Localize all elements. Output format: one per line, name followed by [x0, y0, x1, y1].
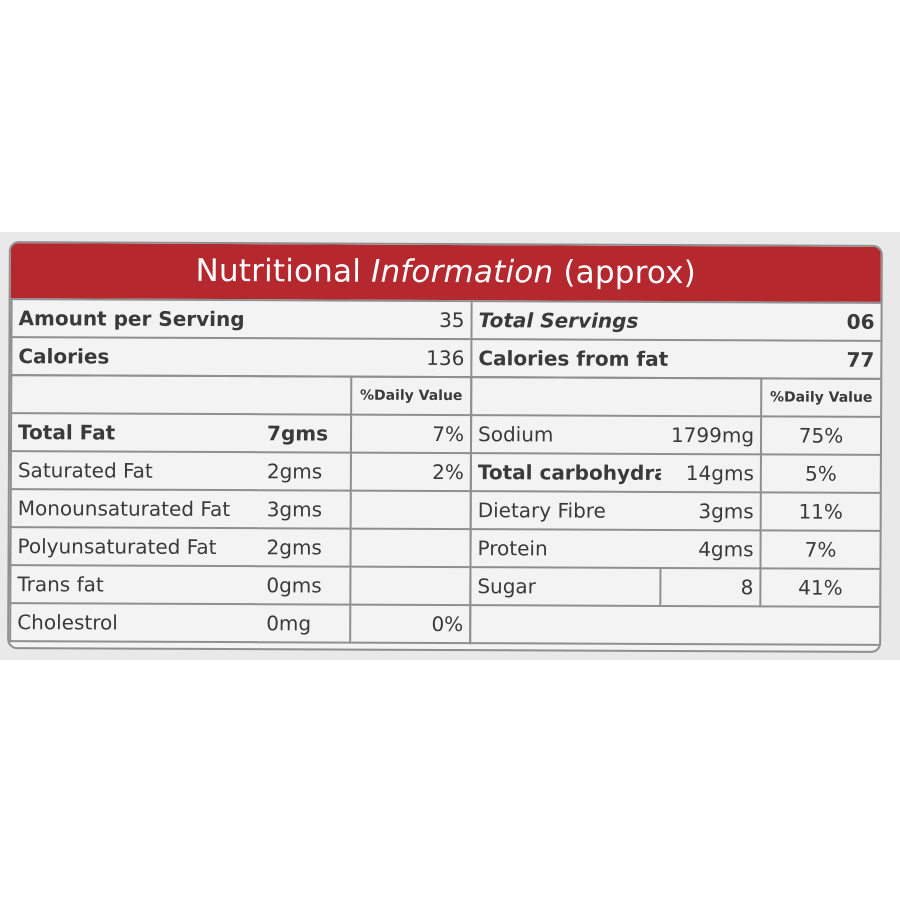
empty-row — [470, 605, 881, 645]
summary-row-calories: Calories 136 Calories from fat 77 — [11, 337, 882, 379]
right-header-row: %Daily Value — [471, 377, 882, 417]
nutrient-amount: 3gms — [260, 490, 351, 529]
nutrient-daily-value: 7% — [350, 414, 472, 454]
title-band: Nutritional Information (approx) — [10, 243, 881, 302]
left-header-blank — [11, 375, 352, 415]
calories-from-fat-value: 77 — [781, 340, 882, 379]
nutrient-amount: 3gms — [660, 491, 761, 531]
nutrient-amount: 14gms — [660, 453, 761, 493]
nutrient-row: Sugar 8 41% — [470, 567, 881, 607]
nutrient-daily-value: 5% — [760, 454, 881, 493]
nutrient-row: Trans fat 0gms — [10, 565, 471, 606]
nutrient-name: Dietary Fibre — [470, 491, 661, 530]
right-header-blank — [471, 377, 762, 417]
nutrient-name: Total Fat — [10, 413, 262, 453]
nutrient-row: Sodium 1799mg 75% — [470, 415, 882, 455]
nutrient-name: Protein — [470, 529, 661, 568]
nutrient-amount: 0mg — [260, 604, 351, 643]
nutrient-row: Polyunsaturated Fat 2gms — [10, 527, 471, 568]
title-text-part1: Nutritional — [195, 252, 372, 290]
total-servings-value: 06 — [781, 302, 882, 341]
nutrient-name: Cholestrol — [10, 603, 261, 643]
nutrient-daily-value: 11% — [760, 492, 881, 531]
nutrient-daily-value: 41% — [760, 568, 881, 607]
right-nutrient-table: %Daily Value Sodium 1799mg 75% Total car… — [469, 376, 882, 646]
nutrient-name: Sugar — [470, 567, 661, 606]
nutrient-daily-value — [350, 528, 471, 568]
left-nutrient-table: %Daily Value Total Fat 7gms 7% Saturated… — [9, 374, 472, 644]
nutrient-daily-value: 7% — [760, 530, 881, 569]
nutrient-daily-value — [350, 490, 471, 530]
nutrient-row: Total carbohydrate 14gms 5% — [470, 453, 881, 493]
calories-label: Calories — [11, 337, 352, 377]
nutrient-daily-value — [350, 566, 471, 606]
nutrient-row: Monounsaturated Fat 3gms — [10, 489, 471, 530]
nutrient-daily-value: 0% — [350, 604, 471, 644]
nutrient-row: Cholestrol 0mg 0% — [10, 603, 471, 644]
left-header-row: %Daily Value — [11, 375, 472, 416]
nutrient-amount: 7gms — [260, 414, 352, 453]
calories-from-fat-label: Calories from fat — [471, 339, 782, 379]
nutrient-name: Saturated Fat — [10, 451, 261, 491]
nutrient-name: Total carbohydrate — [470, 453, 661, 492]
nutrient-name: Trans fat — [10, 565, 261, 605]
empty-cell — [470, 605, 881, 645]
amount-per-serving-label: Amount per Serving — [11, 299, 352, 339]
total-servings-label: Total Servings — [471, 301, 782, 341]
nutrient-amount: 4gms — [660, 529, 761, 569]
left-daily-value-header: %Daily Value — [351, 376, 472, 416]
nutrient-amount: 8 — [660, 567, 761, 607]
nutrient-row: Saturated Fat 2gms 2% — [10, 451, 471, 492]
nutrition-label: Nutritional Information (approx) Amount … — [7, 241, 883, 653]
nutrient-name: Sodium — [470, 415, 662, 454]
title-text-part2: Information — [371, 253, 554, 291]
summary-row-amount: Amount per Serving 35 Total Servings 06 — [11, 299, 882, 341]
amount-per-serving-value: 35 — [351, 300, 472, 340]
nutrient-name: Monounsaturated Fat — [10, 489, 261, 529]
nutrient-row: Protein 4gms 7% — [470, 529, 881, 569]
nutrient-daily-value: 75% — [760, 416, 882, 455]
nutrient-row: Dietary Fibre 3gms 11% — [470, 491, 881, 531]
nutrient-amount: 2gms — [260, 452, 351, 491]
calories-value: 136 — [351, 338, 472, 378]
nutrient-name: Polyunsaturated Fat — [10, 527, 261, 567]
summary-table: Amount per Serving 35 Total Servings 06 … — [10, 298, 882, 380]
right-daily-value-header: %Daily Value — [761, 378, 882, 417]
nutrient-amount: 1799mg — [660, 415, 762, 455]
nutrient-daily-value: 2% — [350, 452, 471, 492]
nutrient-amount: 0gms — [260, 566, 351, 605]
nutrient-row: Total Fat 7gms 7% — [10, 413, 472, 454]
title-text-part3: (approx) — [553, 254, 697, 292]
nutrient-amount: 2gms — [260, 528, 351, 567]
